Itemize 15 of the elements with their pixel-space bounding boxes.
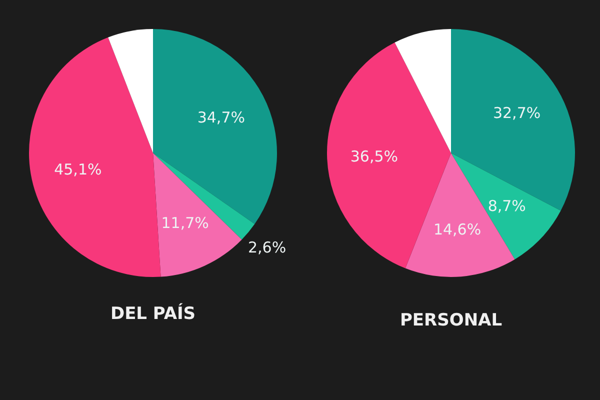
pie-slice <box>153 153 255 240</box>
data-label: 34,7% <box>197 108 245 126</box>
text: DEL PAÍS <box>110 303 196 324</box>
data-label: 2,6% <box>248 238 286 256</box>
data-label: 45,1% <box>54 160 102 179</box>
data-label: 36,5% <box>350 148 398 166</box>
text: PERSONAL <box>400 310 502 331</box>
data-label: 14,6% <box>433 220 482 239</box>
pie-slice <box>153 153 242 277</box>
data-label: 8,7% <box>488 196 526 215</box>
data-label: 11,7% <box>161 214 209 232</box>
data-label: 32,7% <box>492 104 541 122</box>
pie-slice <box>108 29 153 153</box>
pie-slice <box>451 29 575 211</box>
pie-slice <box>29 37 161 277</box>
